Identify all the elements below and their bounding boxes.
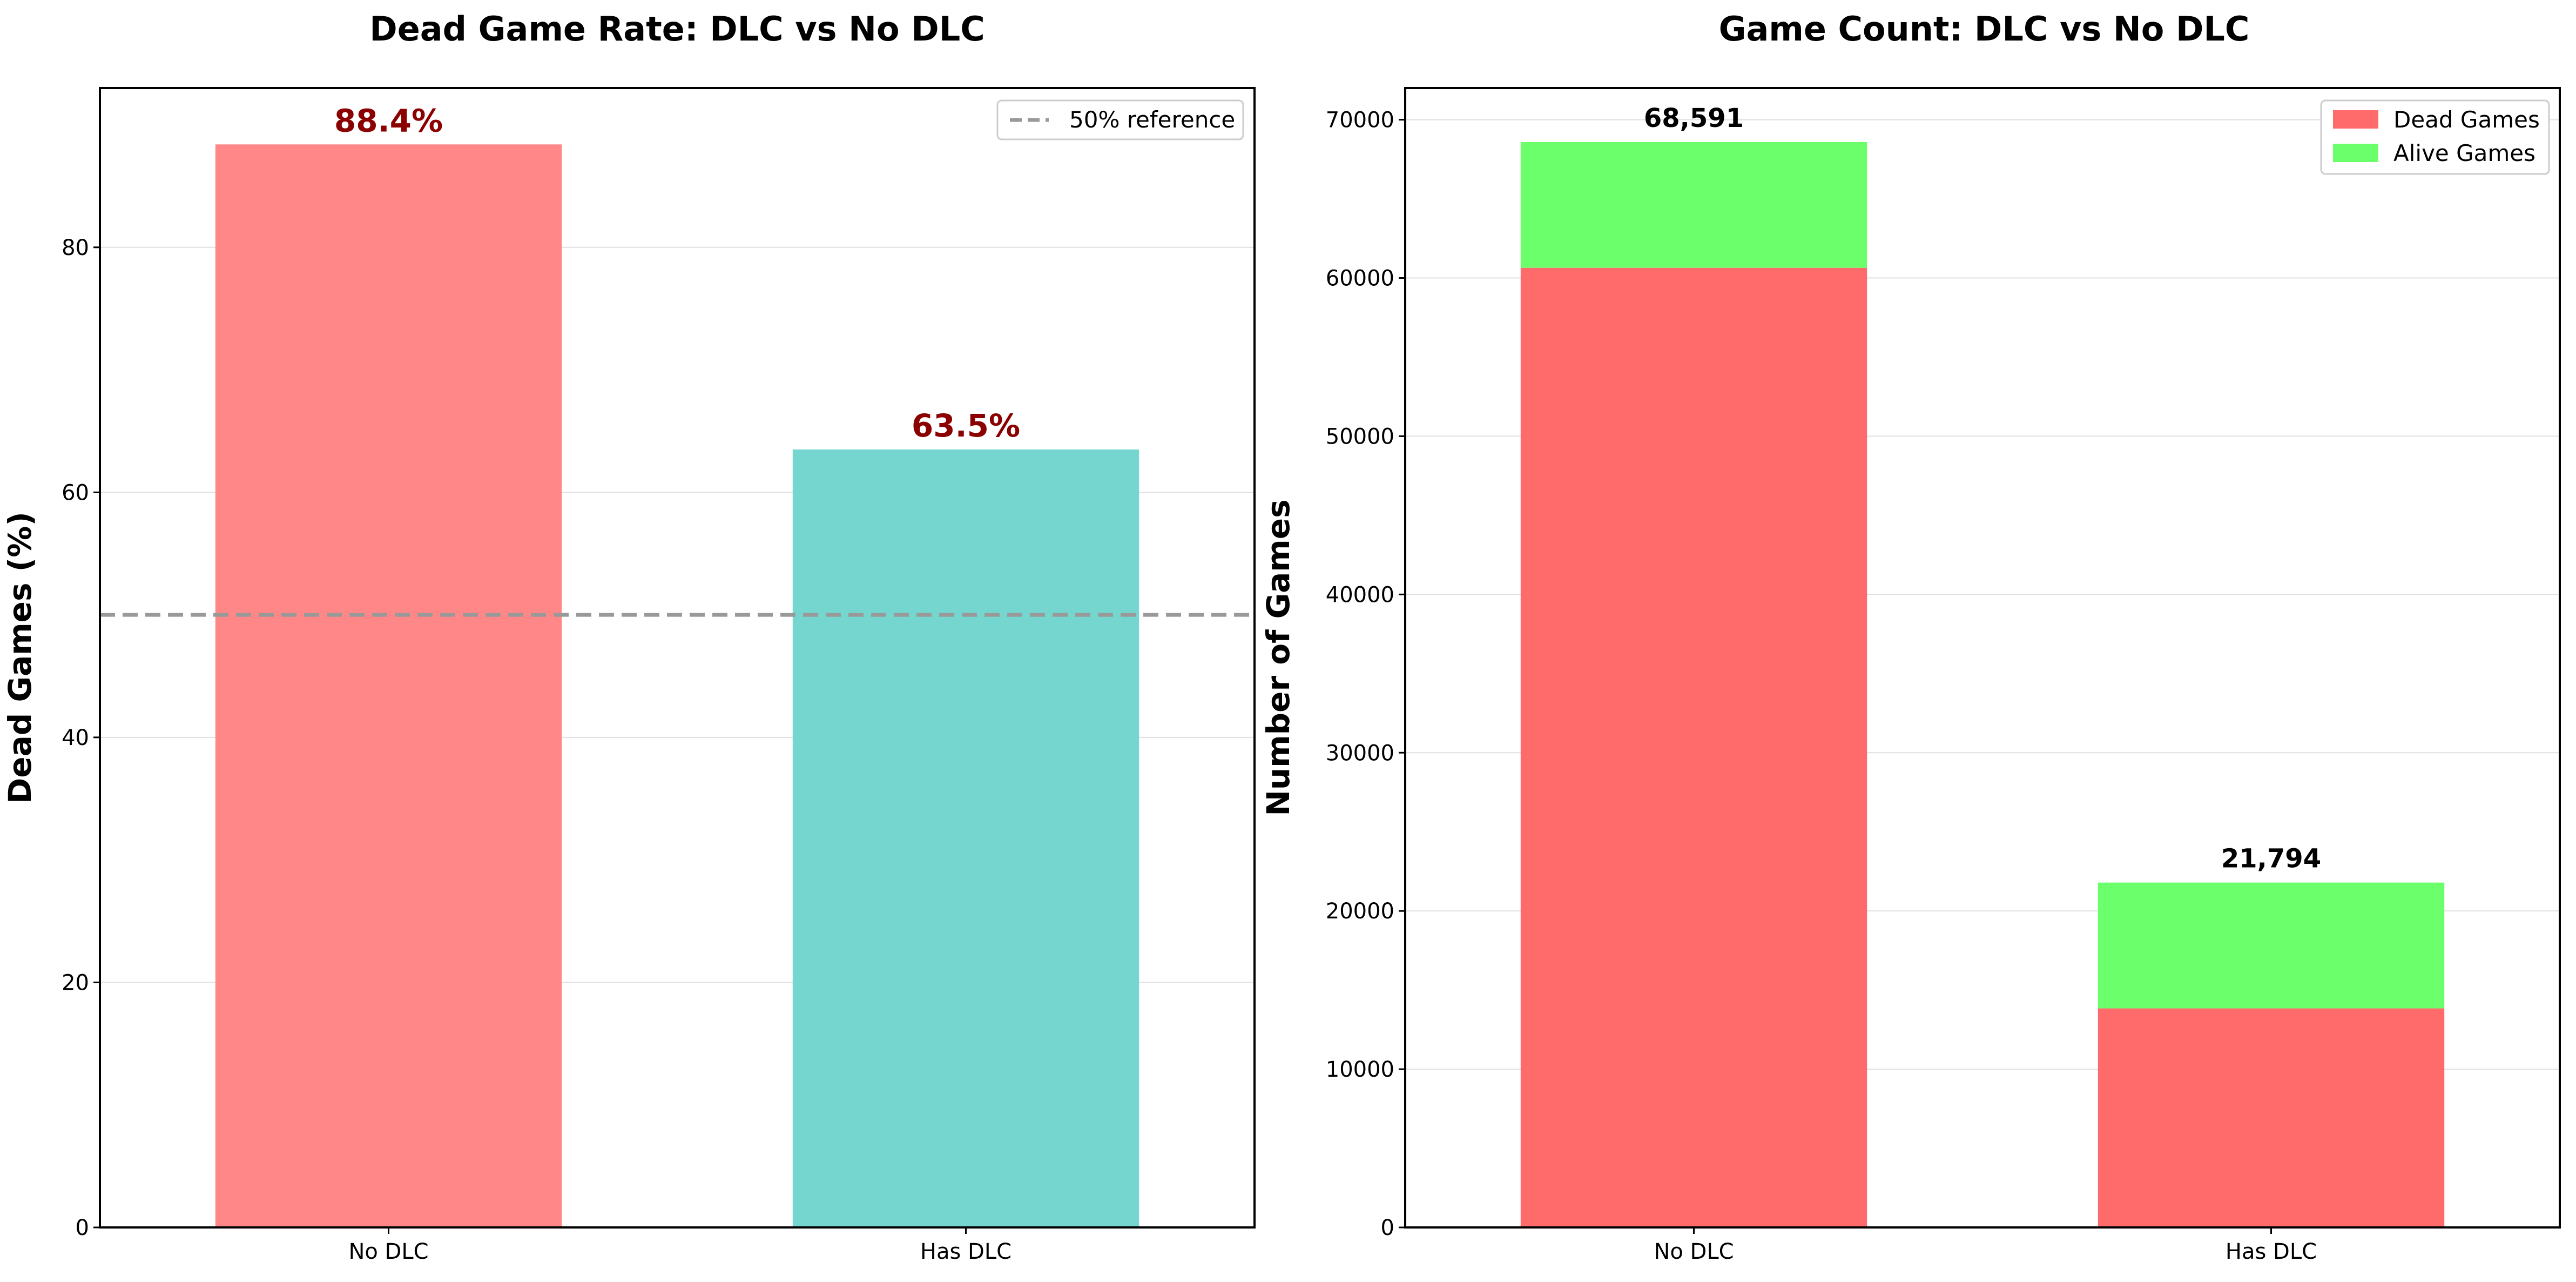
y-tick-label: 10000 — [1326, 1057, 1394, 1082]
y-tick-label: 80 — [62, 236, 89, 260]
game-count-chart: Game Count: DLC vs No DLC 0 10000 20000 300… — [1260, 9, 2561, 1264]
dead-rate-y-axis-label: Dead Games (%) — [2, 512, 38, 804]
dead-rate-plot-frame — [99, 87, 1256, 1229]
game-count-x-ticks: No DLC Has DLC — [1654, 1227, 2317, 1264]
bar-alive-games-has-dlc — [2098, 882, 2445, 1009]
y-tick-label: 70000 — [1326, 108, 1394, 133]
y-tick-label: 0 — [1381, 1216, 1394, 1240]
dead-rate-bars — [215, 144, 1139, 1227]
dead-rate-y-ticks: 0 20 40 60 80 — [62, 236, 100, 1240]
bar-no-dlc — [215, 144, 562, 1227]
y-tick-label: 20 — [62, 970, 89, 995]
game-count-y-ticks: 0 10000 20000 30000 40000 50000 60000 70000 — [1326, 108, 1405, 1240]
y-tick-label: 20000 — [1326, 899, 1394, 924]
bar-value-label: 88.4% — [334, 102, 443, 139]
game-count-bars — [1520, 142, 2445, 1227]
bar-dead-games-no-dlc — [1520, 267, 1867, 1227]
legend-reference-label: 50% reference — [1069, 106, 1235, 133]
legend-alive-swatch — [2333, 144, 2378, 162]
dead-rate-legend: 50% reference — [996, 99, 1244, 140]
x-tick-label: Has DLC — [920, 1239, 1011, 1264]
bar-alive-games-no-dlc — [1520, 142, 1867, 268]
bar-total-label: 68,591 — [1644, 103, 1744, 133]
bar-dead-games-has-dlc — [2098, 1008, 2445, 1227]
bar-value-label: 63.5% — [912, 407, 1020, 444]
dead-rate-chart: Dead Game Rate: DLC vs No DLC 020406080 … — [2, 9, 1256, 1264]
bar-total-label: 21,794 — [2221, 844, 2321, 874]
dead-rate-x-ticks: No DLC Has DLC — [348, 1227, 1011, 1264]
bar-has-dlc — [792, 449, 1139, 1227]
legend-dead-swatch — [2333, 110, 2378, 129]
x-tick-label: No DLC — [1654, 1239, 1734, 1264]
y-tick-label: 60 — [62, 480, 89, 505]
y-tick-label: 30000 — [1326, 741, 1394, 766]
game-count-legend: Dead Games Alive Games — [2320, 99, 2550, 175]
y-tick-label: 0 — [76, 1216, 89, 1240]
legend-dead-label: Dead Games — [2393, 106, 2540, 133]
y-tick-label: 60000 — [1326, 266, 1394, 291]
game-count-y-axis-label: Number of Games — [1260, 499, 1297, 816]
x-tick-label: Has DLC — [2226, 1239, 2317, 1264]
y-tick-label: 40 — [62, 726, 89, 750]
legend-box — [996, 99, 1244, 140]
game-count-total-labels: 68,591 21,794 — [1644, 103, 2321, 874]
dead-rate-chart-title: Dead Game Rate: DLC vs No DLC — [369, 9, 984, 49]
game-count-plot-frame — [1404, 87, 2561, 1229]
legend-alive-label: Alive Games — [2393, 140, 2535, 166]
dead-rate-value-labels: 88.4% 63.5% — [334, 102, 1020, 444]
game-count-chart-title: Game Count: DLC vs No DLC — [1719, 9, 2250, 49]
x-tick-label: No DLC — [348, 1239, 428, 1264]
y-tick-label: 40000 — [1326, 582, 1394, 607]
y-tick-label: 50000 — [1326, 424, 1394, 449]
